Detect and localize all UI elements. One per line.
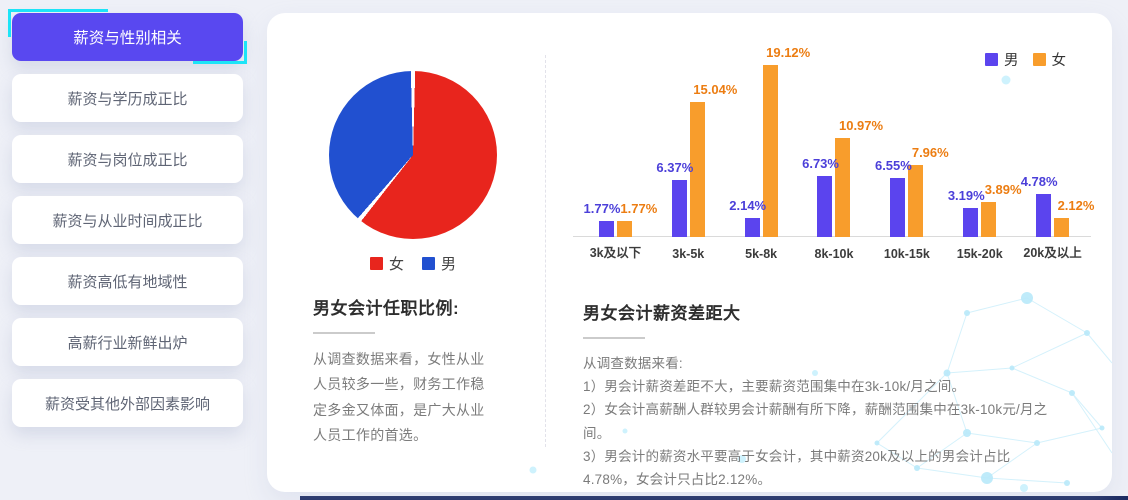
pie-legend-female-label: 女	[388, 256, 404, 273]
bar-female	[1054, 217, 1070, 237]
bar-value-label-male: 2.14%	[729, 197, 767, 213]
bar-category-label: 3k-5k	[672, 247, 705, 261]
bar-group: 3.19% 3.89% 15k-20k	[943, 35, 1022, 261]
bar-category-label: 20k及以上	[1023, 246, 1082, 260]
bar-male	[817, 176, 833, 237]
section-divider	[545, 55, 546, 447]
bar-category-label: 10k-15k	[883, 247, 930, 261]
pie-legend-male: 男	[422, 253, 456, 274]
bar-male	[1036, 193, 1052, 237]
bar-section-point: 1）男会计薪资差距不大，主要薪资范围集中在3k-10k/月之间。	[583, 379, 966, 395]
bar-male	[963, 208, 979, 237]
pie-section-body: 从调查数据来看，女性从业人员较多一些，财务工作稳定多金又体面，是广大从业人员工作…	[313, 351, 485, 444]
female-bar-color-swatch	[1032, 53, 1046, 66]
bar-category-label: 3k及以下	[589, 246, 642, 260]
sidebar-item-region[interactable]: 薪资高低有地域性	[12, 257, 243, 305]
bar-group: 6.55% 7.96% 10k-15k	[870, 35, 949, 261]
pie-description-block: 男女会计任职比例: 从调查数据来看，女性从业人员较多一些，财务工作稳定多金又体面…	[313, 294, 538, 449]
bar-female	[616, 221, 632, 237]
bar-group: 2.14% 19.12% 5k-8k	[725, 35, 810, 261]
bar-value-label-female: 1.77%	[620, 201, 658, 217]
bar-male	[890, 178, 906, 237]
bar-group: 6.73% 10.97% 8k-10k	[798, 35, 883, 261]
title-underline	[313, 332, 375, 334]
bar-value-label-female: 3.89%	[984, 182, 1022, 197]
bar-category-label: 15k-20k	[956, 247, 1003, 261]
salary-bar-chart: 1.77% 1.77% 3k及以下 6.37% 15.04% 3k-5k 2.14% 19.1…	[573, 35, 1095, 261]
content-card: 女 男 男女会计任职比例: 从调查数据来看，女性从业人员较多一些，财务工作稳定多…	[267, 13, 1112, 492]
bar-legend: 男 女	[985, 49, 1066, 70]
bar-value-label-female: 15.04%	[693, 81, 738, 97]
bar-female	[981, 202, 997, 237]
bar-male	[744, 217, 760, 237]
bar-legend-female: 女	[1032, 49, 1067, 70]
male-color-swatch	[422, 257, 435, 270]
bar-legend-male-label: 男	[1004, 53, 1019, 69]
bar-description-block: 男女会计薪资差距大 从调查数据来看: 1）男会计薪资差距不大，主要薪资范围集中在…	[583, 299, 1053, 491]
bar-value-label-female: 2.12%	[1057, 197, 1095, 213]
gender-ratio-pie-chart	[329, 71, 497, 239]
female-color-swatch	[369, 257, 383, 270]
bar-female	[835, 138, 851, 237]
bar-group: 4.78% 2.12% 20k及以上	[1016, 35, 1095, 261]
bar-category-label: 5k-8k	[745, 247, 778, 261]
sidebar-item-experience[interactable]: 薪资与从业时间成正比	[12, 196, 243, 244]
bar-section-point: 3）男会计的薪资水平要高于女会计，其中薪资20k及以上的男会计占比4.78%，女…	[583, 448, 1011, 488]
bar-group: 1.77% 1.77% 3k及以下	[579, 35, 658, 261]
bar-value-label-male: 4.78%	[1020, 173, 1058, 189]
bar-section-title: 男女会计薪资差距大	[583, 304, 741, 323]
bar-value-label-male: 1.77%	[583, 201, 621, 217]
male-bar-color-swatch	[985, 53, 998, 66]
pie-section-title: 男女会计任职比例:	[313, 299, 460, 318]
bar-section-point: 2）女会计高薪酬人群较男会计薪酬有所下降，薪酬范围集中在3k-10k元/月之间。	[583, 402, 1048, 441]
bar-legend-female-label: 女	[1051, 53, 1067, 69]
bar-male	[671, 179, 687, 237]
bar-value-label-male: 3.19%	[947, 188, 985, 204]
bar-female	[908, 165, 924, 237]
bar-female	[689, 101, 705, 237]
bar-value-label-female: 10.97%	[838, 118, 884, 134]
bar-category-label: 8k-10k	[814, 247, 854, 261]
bar-group: 6.37% 15.04% 3k-5k	[652, 35, 737, 261]
bar-value-label-female: 7.96%	[911, 145, 949, 161]
sidebar-item-position[interactable]: 薪资与岗位成正比	[12, 135, 243, 183]
pie-legend: 女 男	[267, 253, 559, 274]
bar-section-intro: 从调查数据来看:	[583, 356, 683, 371]
bar-value-label-male: 6.73%	[802, 156, 839, 172]
pie-legend-female: 女	[369, 253, 404, 274]
bottom-bar	[300, 496, 1128, 500]
bar-value-label-male: 6.37%	[656, 159, 694, 175]
pie-legend-male-label: 男	[441, 256, 457, 273]
sidebar-item-industry[interactable]: 高薪行业新鲜出炉	[12, 318, 243, 366]
bar-male	[598, 221, 614, 237]
sidebar: 薪资与性别相关 薪资与学历成正比 薪资与岗位成正比 薪资与从业时间成正比 薪资高…	[8, 9, 248, 440]
title-underline	[583, 337, 645, 339]
bar-value-label-male: 6.55%	[874, 158, 912, 174]
bar-legend-male: 男	[985, 49, 1019, 70]
sidebar-item-gender[interactable]: 薪资与性别相关	[8, 9, 248, 64]
sidebar-item-external[interactable]: 薪资受其他外部因素影响	[12, 379, 243, 427]
bar-value-label-female: 19.12%	[766, 44, 811, 60]
bar-female	[762, 64, 778, 237]
sidebar-item-education[interactable]: 薪资与学历成正比	[12, 74, 243, 122]
